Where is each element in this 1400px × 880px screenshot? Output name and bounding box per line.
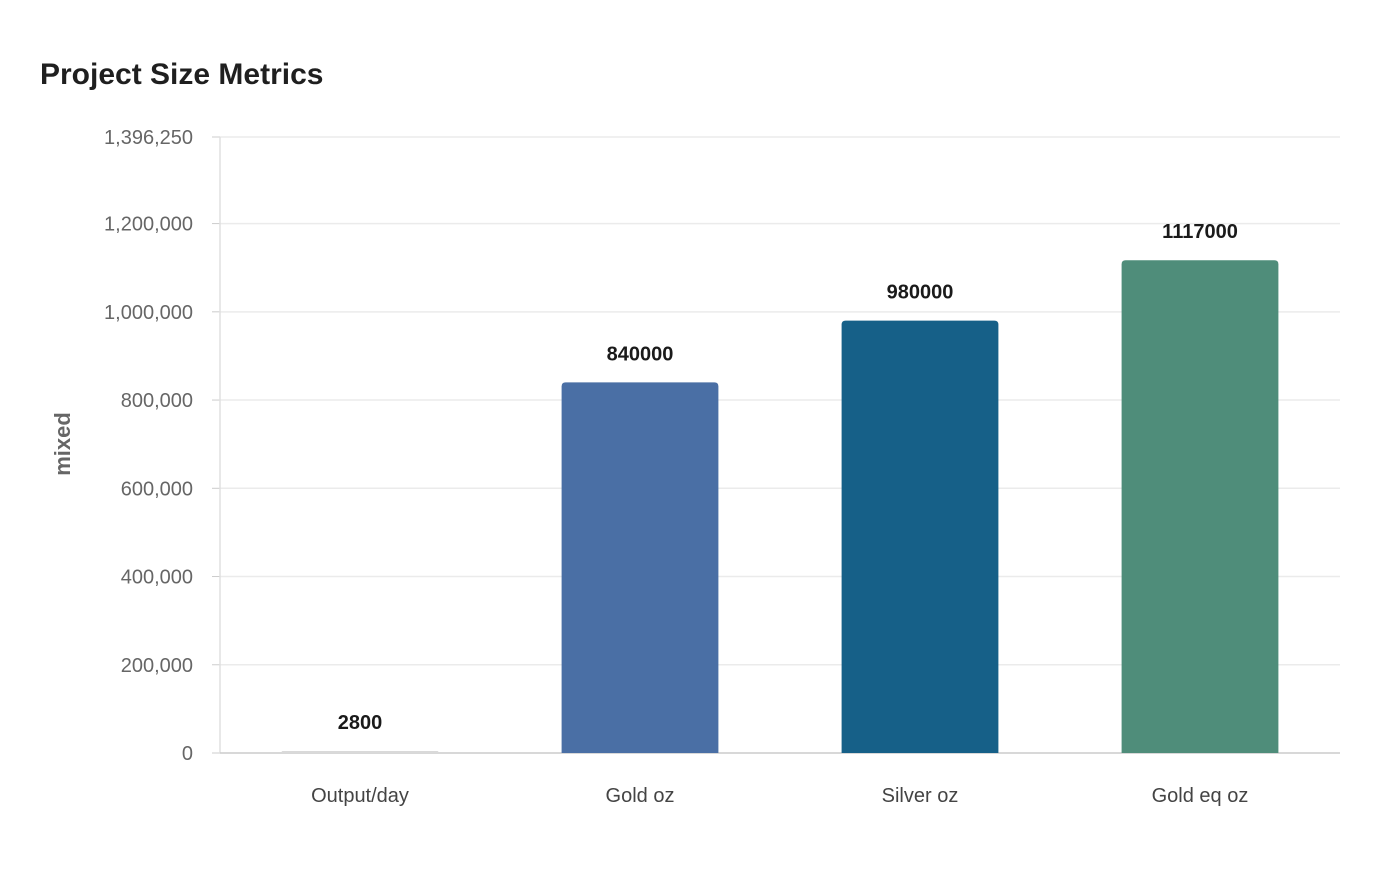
chart-title: Project Size Metrics [40, 58, 324, 91]
y-tick-label: 200,000 [121, 655, 193, 677]
y-axis-title: mixed [50, 412, 75, 476]
y-tick-label: 400,000 [121, 567, 193, 589]
y-tick-labels: 0 200,000 400,000 600,000 800,000 1,000,000 1,… [104, 127, 193, 765]
data-label: 980000 [887, 282, 954, 304]
data-labels: 2800 840000 980000 1117000 [338, 221, 1238, 734]
y-tick-label: 1,396,250 [104, 127, 193, 149]
x-tick-label: Gold oz [606, 785, 675, 807]
y-tick-label: 1,000,000 [104, 302, 193, 324]
y-tick-label: 800,000 [121, 390, 193, 412]
y-tick-label: 1,200,000 [104, 214, 193, 236]
x-tick-label: Gold eq oz [1152, 785, 1249, 807]
y-tick-label: 0 [182, 743, 193, 765]
y-tick-label: 600,000 [121, 478, 193, 500]
x-tick-label: Silver oz [882, 785, 959, 807]
bar-gold-oz [561, 382, 719, 753]
data-label: 840000 [607, 343, 674, 365]
bars [281, 260, 1279, 753]
x-tick-label: Output/day [311, 785, 409, 807]
bar-silver-oz [841, 320, 999, 753]
category-labels: Output/day Gold oz Silver oz Gold eq oz [311, 785, 1248, 807]
bar-output-day [281, 751, 439, 753]
bar-gold-eq-oz [1121, 260, 1279, 753]
data-label: 1117000 [1162, 221, 1238, 243]
data-label: 2800 [338, 712, 383, 734]
